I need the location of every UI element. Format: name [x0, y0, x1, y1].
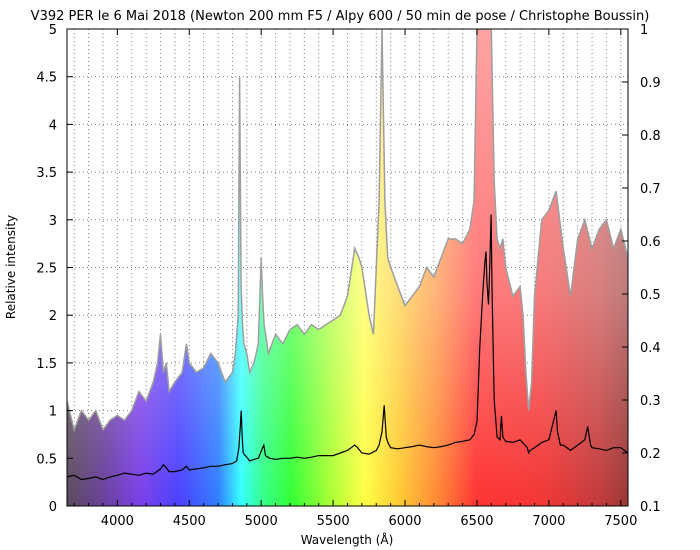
- y2-tick-label: 0.4: [640, 341, 661, 356]
- x-axis-label: Wavelength (Å): [301, 532, 394, 547]
- y2-tick-label: 0.8: [640, 129, 661, 144]
- x-tick-label: 4000: [101, 514, 134, 529]
- spectrum-outline: [67, 29, 628, 433]
- x-tick-label: 7500: [604, 514, 637, 529]
- y2-tick-label: 0.3: [640, 394, 661, 409]
- x-tick-label: 6000: [388, 514, 421, 529]
- y2-tick-label: 0.2: [640, 447, 661, 462]
- y-tick-label: 1: [49, 405, 57, 420]
- y2-tick-label: 1: [640, 23, 648, 38]
- y-tick-label: 0: [49, 500, 57, 515]
- x-tick-label: 5500: [317, 514, 350, 529]
- y-tick-label: 4: [49, 118, 57, 133]
- y2-tick-label: 0.5: [640, 288, 661, 303]
- y2-tick-label: 0.1: [640, 500, 661, 515]
- y-axis-label: Relative intensity: [4, 215, 18, 319]
- chart-title: V392 PER le 6 Mai 2018 (Newton 200 mm F5…: [31, 9, 650, 24]
- y-tick-label: 3: [49, 214, 57, 229]
- y2-tick-label: 0.6: [640, 235, 661, 250]
- y-tick-label: 0.5: [36, 452, 57, 467]
- y-tick-label: 1.5: [36, 357, 57, 372]
- y-tick-label: 4.5: [36, 71, 57, 86]
- y-tick-label: 2.5: [36, 262, 57, 277]
- x-tick-label: 4500: [173, 514, 206, 529]
- axis-ticks: 4000 4500 5000 5500 6000 6500 7000 7500 0 0.5 1 1.5…: [36, 23, 660, 529]
- x-tick-label: 7000: [532, 514, 565, 529]
- y-tick-label: 5: [49, 23, 57, 38]
- spectrum-line: [67, 214, 628, 481]
- y2-tick-label: 0.9: [640, 76, 661, 91]
- y-tick-label: 3.5: [36, 166, 57, 181]
- y-tick-label: 2: [49, 309, 57, 324]
- spectrum-area-highlight: [67, 29, 628, 506]
- y2-tick-label: 0.7: [640, 182, 661, 197]
- x-tick-label: 6500: [460, 514, 493, 529]
- x-tick-label: 5000: [245, 514, 278, 529]
